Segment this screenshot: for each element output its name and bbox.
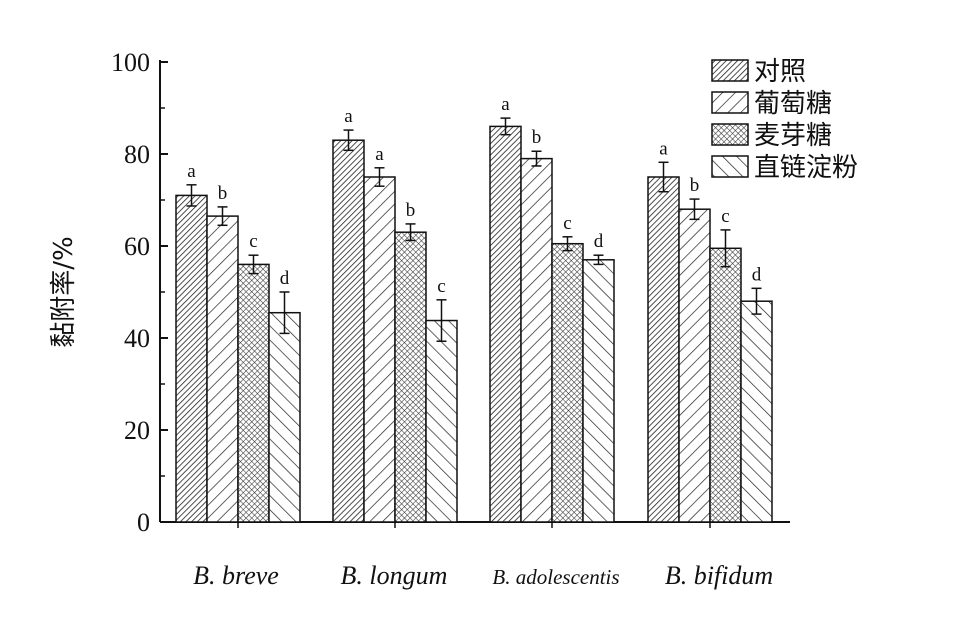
y-tick-label: 100	[111, 48, 150, 77]
legend-label: 麦芽糖	[754, 121, 832, 151]
y-tick-label: 60	[124, 232, 150, 261]
category-label: B. adolescentis	[492, 565, 619, 589]
significance-label: c	[563, 213, 571, 234]
y-tick-label: 40	[124, 324, 150, 353]
legend-swatch	[711, 91, 749, 114]
bar	[363, 176, 396, 523]
significance-label: b	[218, 183, 228, 204]
legend-label: 葡萄糖	[754, 89, 832, 119]
y-tick-label: 0	[137, 508, 150, 537]
significance-label: a	[501, 94, 510, 115]
bar	[709, 247, 742, 523]
legend-swatch	[711, 155, 749, 178]
bar	[740, 300, 773, 523]
significance-label: d	[594, 231, 604, 252]
category-labels: B. breve B. longum B. adolescentis B. bifid…	[193, 561, 773, 590]
bar	[489, 125, 522, 523]
significance-label: a	[344, 106, 353, 127]
bar	[175, 194, 208, 523]
bar	[582, 259, 615, 523]
legend-label: 直链淀粉	[754, 153, 858, 183]
bar	[551, 242, 584, 523]
legend-label: 对照	[754, 57, 806, 87]
bar	[520, 157, 553, 523]
bar	[206, 215, 239, 523]
bar	[678, 208, 711, 523]
category-label: B. breve	[193, 561, 279, 590]
significance-label: b	[406, 200, 416, 221]
bar	[647, 176, 680, 523]
bar	[332, 139, 365, 523]
bar	[394, 231, 427, 523]
y-tick-label: 20	[124, 416, 150, 445]
significance-label: b	[532, 127, 542, 148]
legend-swatch	[711, 123, 749, 146]
y-axis-label: 黏附率/%	[49, 236, 79, 347]
category-label: B. bifidum	[665, 561, 773, 590]
legend-swatch	[711, 59, 749, 82]
significance-label: b	[690, 175, 700, 196]
significance-label: d	[752, 264, 762, 285]
significance-label: a	[659, 138, 668, 159]
significance-label: c	[437, 276, 445, 297]
bar	[237, 263, 270, 523]
bar	[268, 311, 301, 523]
significance-label: d	[280, 268, 290, 289]
significance-label: a	[375, 144, 384, 165]
y-tick-label: 80	[124, 140, 150, 169]
significance-label: c	[249, 231, 257, 252]
significance-label: c	[721, 206, 729, 227]
category-label: B. longum	[341, 561, 448, 590]
bar	[425, 319, 458, 523]
significance-label: a	[187, 161, 196, 182]
